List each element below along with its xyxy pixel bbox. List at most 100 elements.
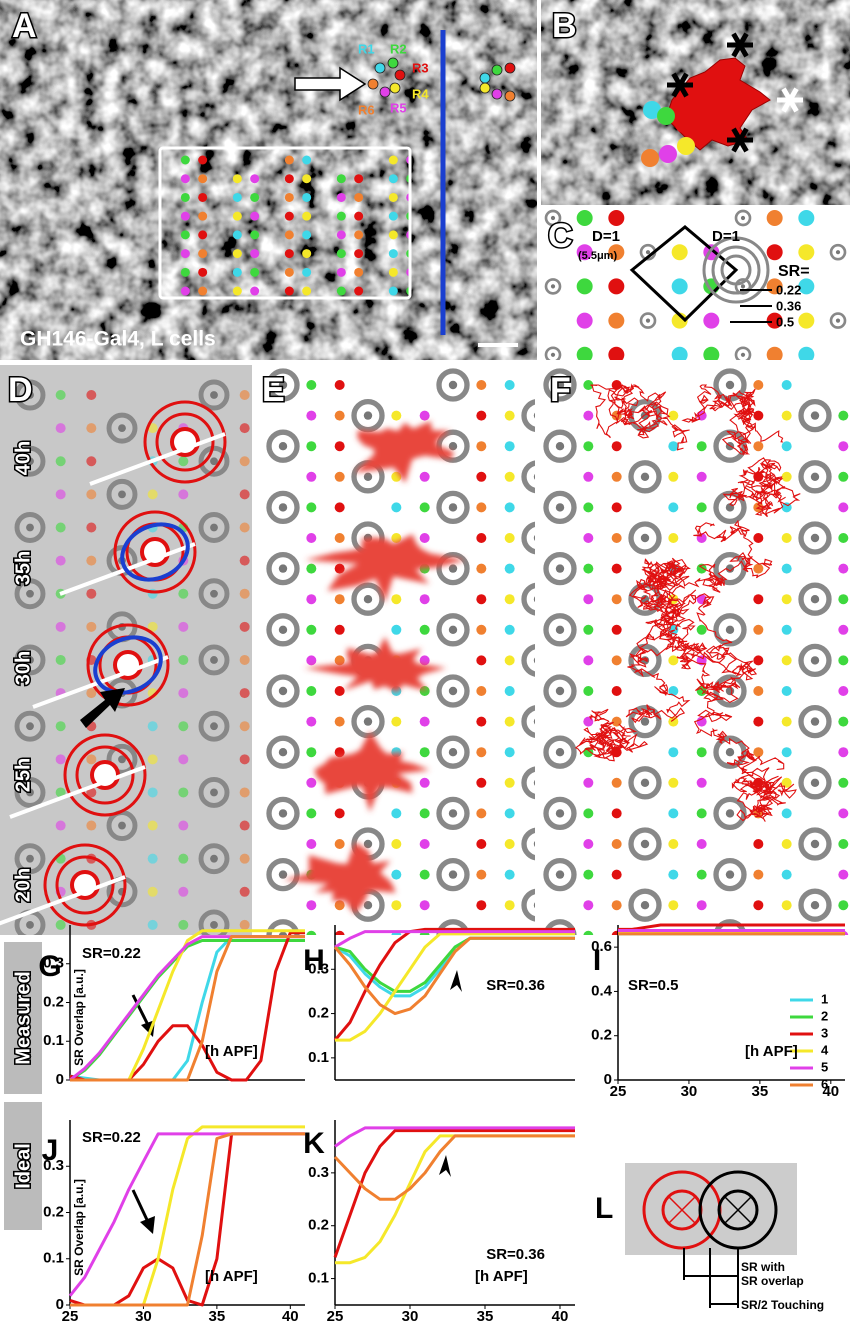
- dot: [671, 312, 688, 329]
- dot: [362, 1052, 372, 1062]
- sr-label: SR=: [778, 263, 810, 280]
- dot: [232, 267, 242, 277]
- dot: [306, 441, 317, 452]
- dot: [838, 716, 849, 727]
- shaft: [0, 875, 126, 926]
- dot: [781, 655, 792, 666]
- dot: [55, 522, 66, 533]
- ring-center: [533, 841, 535, 847]
- dot: [505, 1023, 515, 1033]
- dot: [250, 230, 260, 240]
- ring: [543, 919, 577, 935]
- ring: [436, 796, 470, 831]
- inset-frame: [158, 146, 412, 300]
- dot: [406, 361, 415, 370]
- dot: [55, 919, 66, 930]
- dot: [781, 777, 792, 788]
- dot: [668, 471, 679, 482]
- dot: [178, 787, 189, 798]
- ring-center: [810, 656, 820, 665]
- dot: [583, 471, 594, 482]
- dot: [766, 346, 783, 360]
- dot: [577, 449, 593, 465]
- ring-center: [363, 839, 373, 849]
- dot: [232, 286, 242, 296]
- dot: [362, 688, 372, 698]
- dot: [561, 961, 571, 971]
- dot: [302, 249, 312, 259]
- annotation: SR=0.36: [486, 977, 545, 994]
- dot: [504, 900, 515, 911]
- dot: [583, 930, 594, 935]
- shaft: [9, 765, 146, 819]
- dot: [367, 78, 379, 90]
- dot: [753, 716, 764, 727]
- dot: [838, 777, 849, 788]
- dot: [387, 57, 399, 69]
- dot: [180, 174, 190, 184]
- dot: [671, 244, 688, 261]
- ring: [639, 312, 657, 329]
- series-line: [333, 927, 575, 1042]
- dot: [86, 1019, 96, 1029]
- dot: [379, 86, 391, 98]
- ring: [628, 704, 662, 739]
- dot: [388, 286, 398, 296]
- dot: [336, 230, 346, 240]
- dot: [55, 654, 66, 665]
- dot: [239, 489, 250, 500]
- dot: [86, 456, 97, 467]
- ring: [266, 551, 300, 586]
- ring: [713, 919, 747, 935]
- dot: [306, 624, 317, 635]
- ring-center: [448, 380, 458, 390]
- ring-center: [810, 717, 820, 726]
- ring: [829, 312, 847, 329]
- dot: [354, 267, 364, 277]
- dot: [55, 621, 66, 632]
- dot: [476, 441, 487, 452]
- ring-center: [556, 993, 564, 1001]
- ring-center: [555, 686, 565, 696]
- ring-center: [550, 352, 556, 357]
- dot: [302, 267, 312, 277]
- ring: [521, 582, 535, 616]
- legend-label: 3: [821, 1025, 828, 1040]
- dot: [798, 278, 815, 295]
- dot: [419, 808, 430, 819]
- dot: [583, 869, 594, 880]
- dot: [838, 900, 849, 911]
- ring-center: [810, 901, 820, 910]
- ring-center: [278, 748, 288, 757]
- ring-center: [835, 250, 841, 255]
- dot: [240, 1019, 250, 1029]
- dot: [583, 716, 594, 727]
- ring: [436, 919, 470, 935]
- asterisk: [731, 127, 749, 153]
- time-label: 35h: [12, 551, 34, 585]
- y-label: SR Overlap [a.u.]: [72, 1179, 86, 1276]
- ring: [798, 398, 832, 433]
- dot: [250, 174, 260, 184]
- dot: [388, 230, 398, 240]
- dot: [504, 502, 515, 513]
- time-label: 40h: [12, 441, 34, 475]
- dot: [86, 787, 97, 798]
- distance-label: D=1: [592, 228, 620, 245]
- dot: [671, 278, 688, 295]
- dot: [334, 686, 345, 696]
- dot: [334, 441, 345, 452]
- ring: [628, 643, 662, 678]
- dot: [354, 174, 364, 184]
- dot: [306, 471, 317, 482]
- ring-center: [810, 839, 820, 849]
- dot: [504, 777, 515, 788]
- dot: [86, 390, 97, 400]
- y-tick-label: 0.3: [308, 1164, 329, 1181]
- ring-center: [835, 318, 841, 323]
- ring: [544, 209, 562, 227]
- ring-center: [533, 779, 535, 786]
- time-label: 30h: [12, 651, 34, 685]
- dot: [86, 588, 97, 599]
